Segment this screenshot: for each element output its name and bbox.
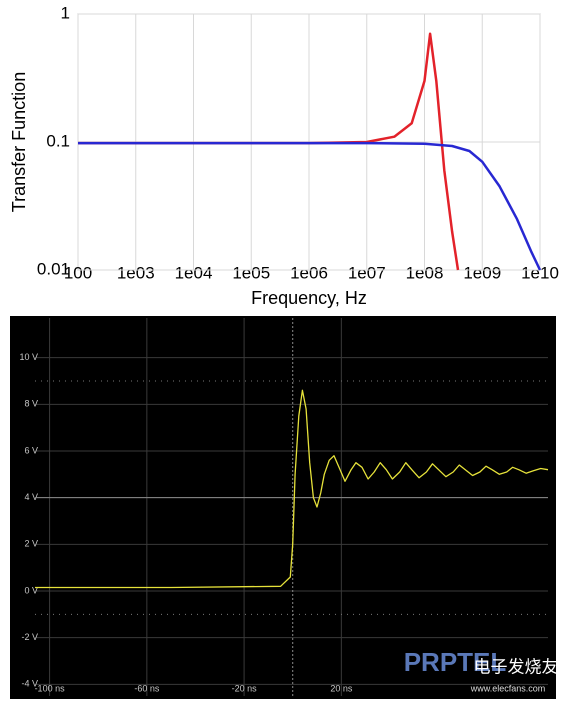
x-axis-title: Frequency, Hz bbox=[251, 288, 367, 308]
y-tick-label: -4 V bbox=[21, 679, 38, 689]
y-tick-label: -2 V bbox=[21, 632, 38, 642]
y-tick-label: 0 V bbox=[24, 585, 38, 595]
x-tick-label: 100 bbox=[64, 263, 92, 282]
x-tick-label: 1e10 bbox=[521, 263, 559, 282]
series-line bbox=[78, 141, 542, 271]
x-tick-label: 20 ns bbox=[330, 683, 353, 693]
y-tick-label: 0.1 bbox=[46, 131, 70, 150]
y-tick-label: 6 V bbox=[24, 445, 38, 455]
x-tick-label: 1e06 bbox=[290, 263, 328, 282]
y-tick-label: 4 V bbox=[24, 492, 38, 502]
plot-background bbox=[10, 316, 556, 699]
y-tick-label: 8 V bbox=[24, 399, 38, 409]
series-line bbox=[78, 32, 460, 271]
series-line bbox=[35, 389, 549, 589]
watermark: PRPTEL bbox=[404, 647, 507, 677]
y-tick-label: 2 V bbox=[24, 539, 38, 549]
x-tick-label: -20 ns bbox=[232, 683, 258, 693]
x-tick-label: 1e03 bbox=[117, 263, 155, 282]
x-tick-label: 1e04 bbox=[175, 263, 213, 282]
x-tick-label: 1e05 bbox=[232, 263, 270, 282]
x-tick-label: 1e08 bbox=[406, 263, 444, 282]
x-tick-label: 1e09 bbox=[463, 263, 501, 282]
x-tick-label: 1e07 bbox=[348, 263, 386, 282]
y-tick-label: 10 V bbox=[19, 352, 38, 362]
watermark: www.elecfans.com bbox=[470, 683, 546, 693]
x-tick-label: -60 ns bbox=[134, 683, 160, 693]
y-tick-label: 1 bbox=[61, 3, 70, 22]
y-tick-label: 0.01 bbox=[37, 259, 70, 278]
watermark: 电子发烧友 bbox=[474, 657, 559, 676]
y-axis-title: Transfer Function bbox=[9, 72, 29, 212]
x-tick-label: -100 ns bbox=[35, 683, 66, 693]
